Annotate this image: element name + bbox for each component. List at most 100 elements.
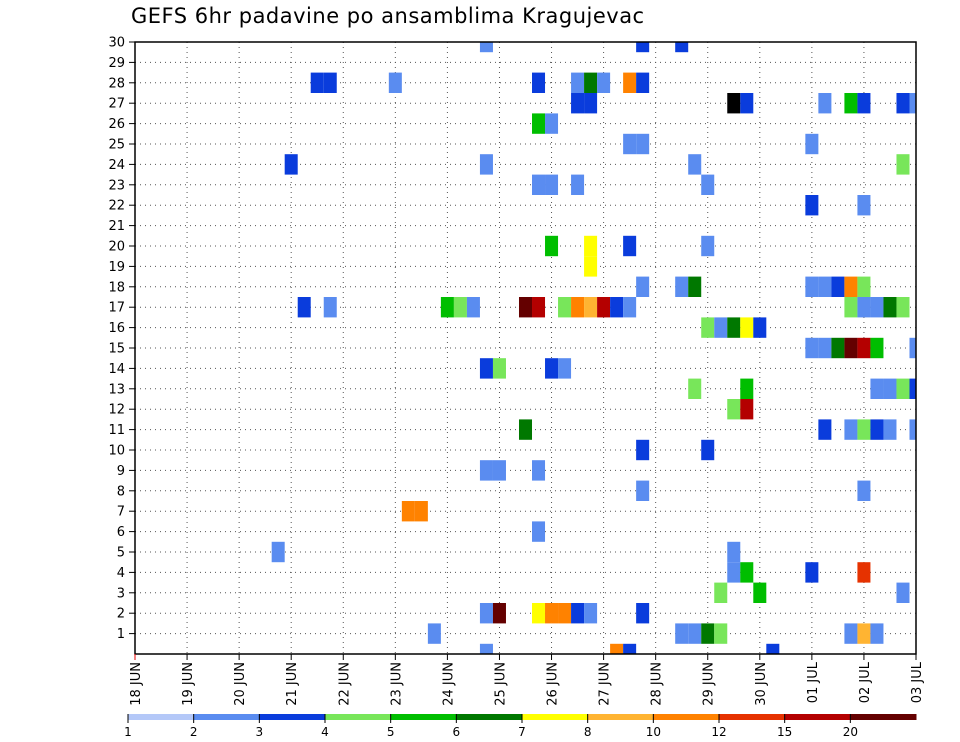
heatmap-cell	[323, 297, 337, 318]
heatmap-cell	[584, 297, 598, 318]
heatmap-cell	[857, 93, 871, 114]
heatmap-cell	[623, 643, 637, 654]
heatmap-cell	[440, 297, 454, 318]
heatmap-cell	[597, 297, 611, 318]
heatmap-cell	[714, 582, 728, 603]
heatmap-cell	[688, 378, 702, 399]
heatmap-cell	[532, 297, 546, 318]
heatmap-cell	[896, 582, 910, 603]
heatmap-cell	[766, 643, 780, 654]
heatmap-cell	[857, 419, 871, 440]
heatmap-cell	[532, 460, 546, 481]
heatmap-cell	[623, 72, 637, 93]
heatmap-cell	[479, 42, 493, 53]
heatmap-cell	[909, 378, 916, 399]
heatmap-cell	[401, 501, 415, 522]
colorbar: 1 2 3 4 5 6 7 8 10 12 15 20	[124, 714, 917, 739]
heatmap-cell	[545, 603, 559, 624]
colorbar-swatch	[390, 714, 457, 720]
heatmap-cell	[844, 276, 858, 297]
x-tick-label: 01 JUL	[806, 661, 821, 703]
heatmap-cell	[636, 439, 650, 461]
heatmap-cell	[857, 337, 871, 359]
heatmap-cell	[636, 603, 650, 624]
colorbar-tick-label: 4	[321, 725, 329, 739]
y-tick-label: 14	[108, 362, 125, 377]
heatmap-cell	[870, 419, 884, 440]
y-tick-label: 4	[117, 566, 125, 581]
heatmap-cell	[479, 603, 493, 624]
heatmap-cell	[844, 93, 858, 114]
heatmap-cell	[805, 337, 819, 359]
colorbar-swatch	[193, 714, 260, 720]
heatmap-cell	[414, 501, 428, 522]
cell-layer	[271, 42, 916, 654]
colorbar-swatch	[128, 714, 195, 720]
heatmap-cell	[831, 337, 845, 359]
y-tick-label: 7	[117, 505, 125, 520]
heatmap-cell	[518, 419, 533, 440]
heatmap-cell	[896, 93, 910, 114]
heatmap-cell	[857, 276, 871, 297]
colorbar-tick-label: 5	[387, 725, 395, 739]
y-tick-label: 8	[117, 484, 125, 499]
heatmap-cell	[532, 113, 546, 134]
heatmap-cell	[688, 623, 702, 644]
heatmap-cell	[271, 541, 285, 563]
heatmap-cell	[623, 297, 637, 318]
heatmap-cell	[727, 562, 741, 583]
heatmap-cell	[727, 317, 741, 338]
heatmap-cell	[870, 337, 884, 359]
colorbar-tick-label: 2	[190, 725, 198, 739]
heatmap-cell	[844, 337, 858, 359]
heatmap-cell	[857, 297, 871, 318]
colorbar-swatch	[784, 714, 851, 720]
colorbar-swatch	[587, 714, 654, 720]
x-tick-label: 21 JUN	[285, 662, 300, 706]
heatmap-cell	[805, 133, 819, 155]
y-tick-label: 18	[108, 280, 125, 295]
heatmap-cell	[844, 419, 858, 440]
heatmap-cell	[818, 419, 832, 440]
colorbar-swatch	[325, 714, 392, 720]
heatmap-cell	[857, 195, 871, 216]
heatmap-cell	[636, 133, 650, 155]
heatmap-cell	[805, 276, 819, 297]
heatmap-cell	[844, 623, 858, 644]
y-tick-label: 5	[117, 546, 125, 561]
heatmap-cell	[584, 235, 598, 257]
heatmap-cell	[753, 582, 767, 603]
heatmap-cell	[675, 276, 689, 297]
y-tick-label: 9	[117, 464, 125, 479]
x-tick-label: 23 JUN	[389, 662, 404, 706]
y-tick-label: 24	[108, 158, 125, 173]
heatmap-cell	[831, 276, 845, 297]
heatmap-cell	[636, 72, 650, 93]
heatmap-cell	[571, 297, 585, 318]
colorbar-swatch	[850, 714, 917, 720]
heatmap-cell	[870, 623, 884, 644]
heatmap-cell	[466, 297, 480, 318]
colorbar-tick-label: 8	[584, 725, 592, 739]
heatmap-cell	[479, 358, 493, 379]
heatmap-cell	[740, 562, 754, 583]
heatmap-cell	[883, 378, 897, 399]
x-tick-label: 18 JUN	[129, 662, 144, 706]
x-tick-label: 25 JUN	[493, 662, 508, 706]
y-tick-label: 23	[108, 178, 125, 193]
heatmap-cell	[714, 317, 728, 338]
heatmap-cell	[492, 358, 506, 379]
x-tick-label: 30 JUN	[754, 662, 769, 706]
heatmap-cell	[857, 480, 871, 501]
heatmap-cell	[623, 133, 637, 155]
heatmap-cell	[818, 93, 832, 114]
heatmap-cell	[805, 195, 819, 216]
colorbar-tick-label: 20	[843, 725, 858, 739]
y-tick-label: 29	[108, 56, 125, 71]
heatmap-cell	[818, 337, 832, 359]
y-tick-label: 30	[108, 36, 125, 51]
x-tick-label: 20 JUN	[233, 662, 248, 706]
heatmap-cell	[883, 419, 897, 440]
